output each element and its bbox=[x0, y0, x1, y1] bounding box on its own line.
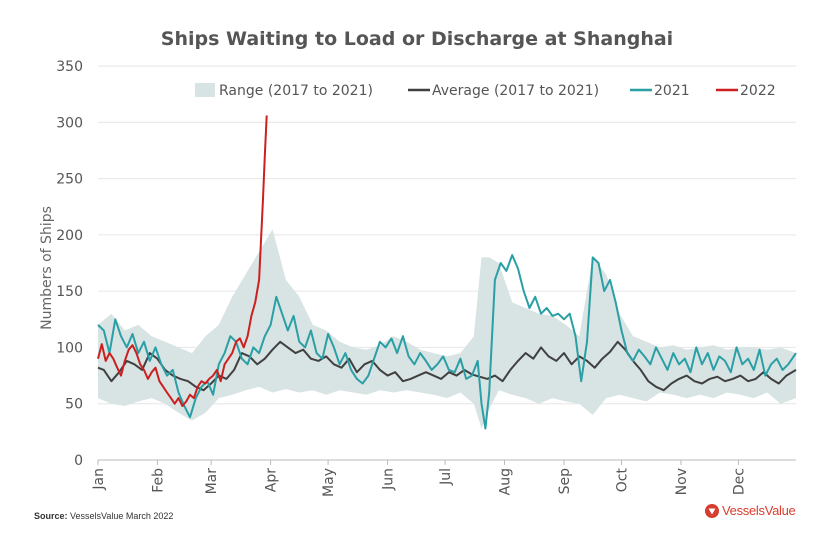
y-axis-ticks: 0 50 100 150 200 250 300 350 bbox=[56, 59, 83, 469]
y-tick-label: 50 bbox=[65, 397, 83, 413]
y-axis-label: Numbers of Ships bbox=[39, 206, 55, 330]
vesselsvalue-logo-icon bbox=[705, 503, 719, 518]
legend-label-2021: 2021 bbox=[654, 83, 690, 99]
y-tick-label: 100 bbox=[56, 340, 83, 356]
x-tick-label: Apr bbox=[264, 468, 280, 492]
source-prefix: Source: bbox=[34, 511, 68, 521]
x-axis-ticks: Jan Feb Mar Apr May Jun Jul Aug Sep Oct Nov Dec bbox=[91, 460, 747, 497]
x-tick-label: May bbox=[321, 468, 337, 497]
source-note: Source: VesselsValue March 2022 bbox=[34, 511, 173, 521]
range-band bbox=[98, 229, 796, 429]
x-tick-label: Feb bbox=[150, 468, 166, 493]
x-tick-label: Aug bbox=[498, 468, 514, 495]
y-tick-label: 150 bbox=[56, 284, 83, 300]
legend: Range (2017 to 2021) Average (2017 to 202… bbox=[195, 83, 776, 99]
series-2021-line bbox=[97, 254, 797, 430]
y-tick-label: 200 bbox=[56, 228, 83, 244]
x-tick-label: Jul bbox=[438, 468, 454, 486]
y-tick-label: 250 bbox=[56, 172, 83, 188]
y-tick-label: 0 bbox=[74, 453, 83, 469]
source-text: VesselsValue March 2022 bbox=[70, 511, 174, 521]
y-tick-label: 350 bbox=[56, 59, 83, 75]
series-2022-line bbox=[97, 115, 268, 407]
plot-area bbox=[97, 115, 797, 430]
x-tick-label: Mar bbox=[204, 468, 220, 495]
x-tick-label: Jan bbox=[91, 468, 107, 491]
legend-label-average: Average (2017 to 2021) bbox=[432, 83, 599, 99]
x-tick-label: Oct bbox=[615, 468, 631, 493]
brand-name: VesselsValue bbox=[722, 503, 796, 518]
series-average-line bbox=[97, 340, 797, 392]
legend-swatch-range bbox=[195, 83, 215, 97]
legend-label-2022: 2022 bbox=[740, 83, 776, 99]
legend-label-range: Range (2017 to 2021) bbox=[219, 83, 373, 99]
x-tick-label: Jun bbox=[381, 468, 397, 491]
x-tick-label: Nov bbox=[674, 468, 690, 495]
y-tick-label: 300 bbox=[56, 115, 83, 131]
x-tick-label: Dec bbox=[731, 468, 747, 495]
brand-logo: VesselsValue bbox=[705, 503, 796, 518]
chart-title: Ships Waiting to Load or Discharge at Sh… bbox=[161, 28, 673, 50]
x-tick-label: Sep bbox=[557, 468, 573, 495]
